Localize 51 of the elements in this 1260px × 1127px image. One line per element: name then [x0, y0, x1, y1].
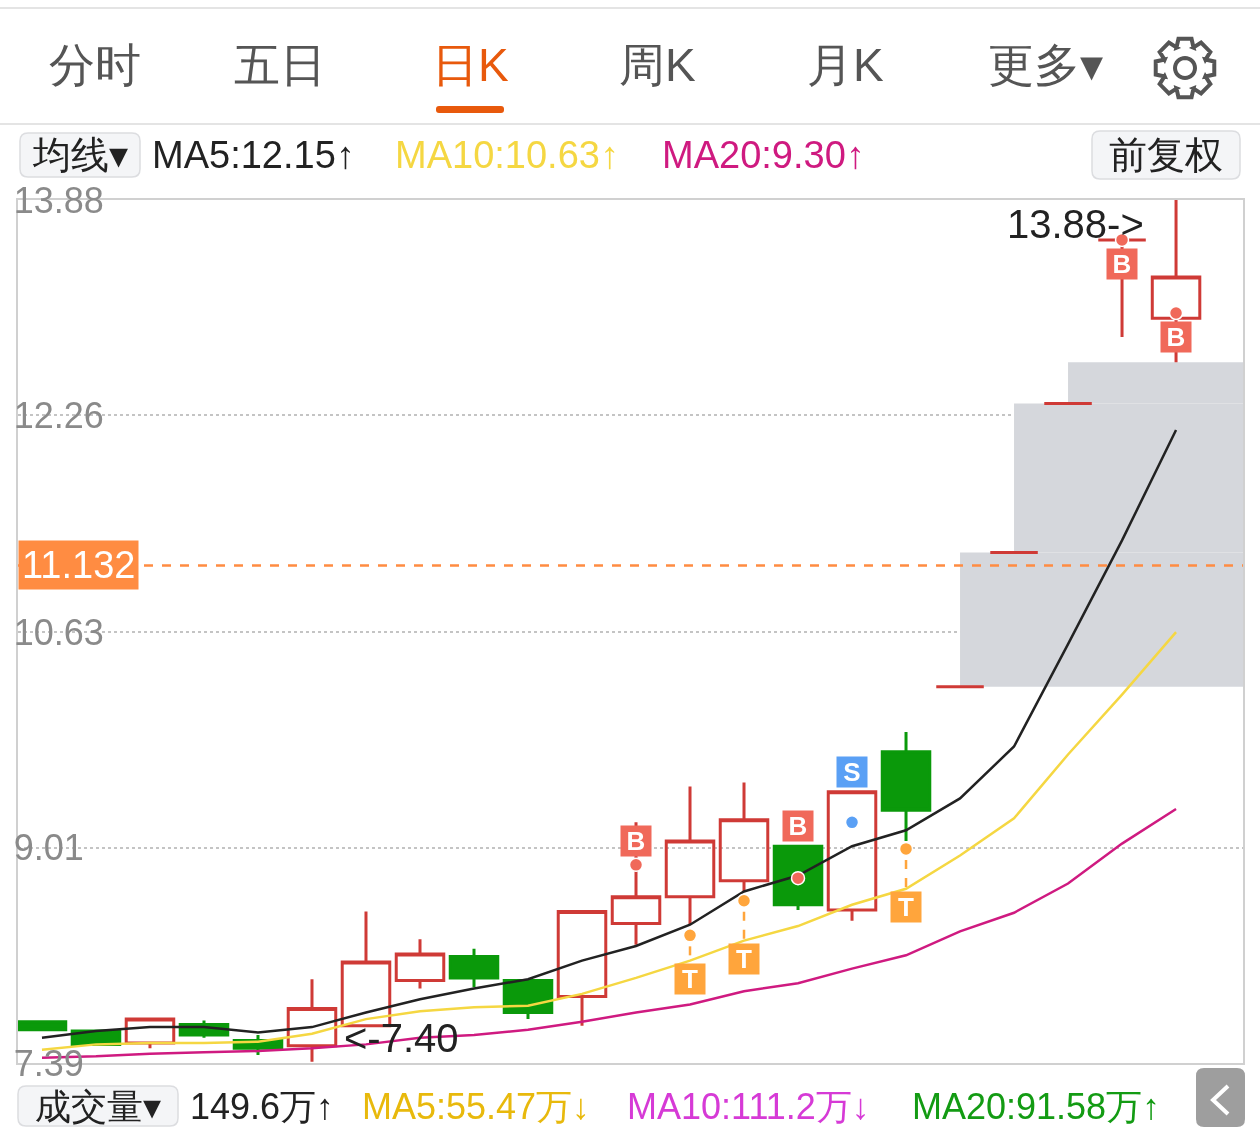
y-tick-label: 9.01: [13, 827, 84, 869]
point: [790, 870, 806, 886]
ref-line-label: 11.132: [22, 544, 136, 586]
text: 分时: [49, 39, 141, 91]
candlestick: [1150, 200, 1202, 363]
candlestick: [286, 979, 338, 1062]
y-tick-label: 7.39: [13, 1042, 84, 1084]
candlestick: [448, 948, 500, 988]
candlestick: [664, 786, 716, 925]
point: [844, 815, 860, 830]
candlestick: [1042, 401, 1094, 405]
text: MA10:111.2万↓: [627, 1086, 870, 1127]
text: 前复权: [1109, 134, 1223, 176]
text: 成交量▾: [35, 1086, 161, 1127]
point: [1168, 305, 1184, 321]
data-label: T: [736, 944, 752, 974]
data-label: S: [843, 757, 861, 787]
point: [898, 841, 914, 857]
text: MA20:9.30↑: [662, 134, 865, 176]
text: 周K: [619, 39, 696, 91]
y-tick-label: 10.63: [13, 611, 104, 653]
data-label: B: [626, 826, 646, 856]
point: [628, 857, 644, 873]
text: MA5:12.15↑: [152, 134, 355, 176]
data-label: T: [898, 892, 914, 922]
candlestick: [988, 550, 1040, 554]
candlestick: [826, 790, 878, 921]
y-tick-label: 12.26: [13, 395, 104, 437]
data-label: T: [682, 964, 698, 994]
text: 均线▾: [32, 134, 128, 176]
point: [736, 893, 752, 909]
text: MA20:91.58万↑: [912, 1086, 1161, 1127]
text: MA5:55.47万↓: [362, 1086, 591, 1127]
data-label: B: [1166, 322, 1186, 352]
annotation: 13.88->: [1007, 202, 1144, 246]
text: 更多▾: [988, 39, 1103, 91]
text: 月K: [807, 39, 884, 91]
data-label: B: [1112, 249, 1132, 279]
candlestick: [772, 844, 824, 911]
y-tick-label: 13.88: [13, 179, 104, 221]
text: 149.6万↑: [190, 1086, 335, 1127]
candlestick: [556, 909, 608, 1026]
text: 日K: [432, 39, 509, 91]
candlestick: [718, 782, 770, 892]
data-label: B: [788, 811, 808, 841]
point: [682, 928, 698, 943]
candlestick: [394, 939, 446, 989]
text: MA10:10.63↑: [395, 134, 619, 176]
text: 五日: [234, 39, 326, 91]
candlestick: [880, 731, 932, 841]
candlestick: [934, 685, 986, 689]
